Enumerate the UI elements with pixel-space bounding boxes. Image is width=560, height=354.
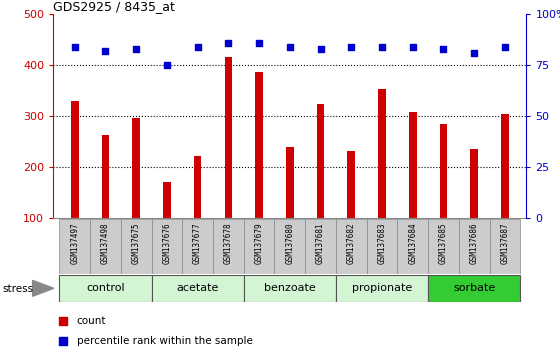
Bar xyxy=(274,219,305,274)
Bar xyxy=(244,275,336,302)
Text: GSM137682: GSM137682 xyxy=(347,222,356,264)
Bar xyxy=(489,219,520,274)
Bar xyxy=(367,219,398,274)
Text: GSM137678: GSM137678 xyxy=(224,222,233,264)
Text: GDS2925 / 8435_at: GDS2925 / 8435_at xyxy=(53,0,175,13)
Bar xyxy=(317,104,324,218)
Text: acetate: acetate xyxy=(176,283,219,293)
Bar xyxy=(409,112,417,218)
Bar xyxy=(459,219,489,274)
Point xyxy=(439,46,448,52)
Text: GSM137686: GSM137686 xyxy=(470,222,479,264)
Point xyxy=(255,40,264,46)
Point xyxy=(224,40,233,46)
Text: GSM137498: GSM137498 xyxy=(101,222,110,264)
Point xyxy=(470,50,479,56)
Text: GSM137683: GSM137683 xyxy=(377,222,386,264)
Bar xyxy=(336,219,367,274)
Text: benzoate: benzoate xyxy=(264,283,316,293)
Bar xyxy=(440,124,447,218)
Text: GSM137687: GSM137687 xyxy=(501,222,510,264)
Bar xyxy=(347,150,355,218)
Bar xyxy=(428,275,520,302)
Bar xyxy=(398,219,428,274)
Point xyxy=(193,44,202,50)
Text: GSM137675: GSM137675 xyxy=(132,222,141,264)
Point xyxy=(377,44,386,50)
Text: GSM137677: GSM137677 xyxy=(193,222,202,264)
Bar xyxy=(305,219,336,274)
Bar xyxy=(132,119,140,218)
Point xyxy=(70,44,79,50)
Bar xyxy=(213,219,244,274)
Bar xyxy=(101,135,109,218)
Point xyxy=(101,48,110,53)
Bar xyxy=(428,219,459,274)
Bar xyxy=(59,275,152,302)
Point xyxy=(286,44,295,50)
Point xyxy=(58,318,67,324)
Text: GSM137681: GSM137681 xyxy=(316,222,325,264)
Text: GSM137684: GSM137684 xyxy=(408,222,417,264)
Bar xyxy=(163,182,171,218)
Bar xyxy=(378,90,386,218)
Polygon shape xyxy=(32,280,54,296)
Bar xyxy=(152,275,244,302)
Point xyxy=(347,44,356,50)
Bar xyxy=(194,156,202,218)
Text: GSM137497: GSM137497 xyxy=(70,222,79,264)
Text: GSM137680: GSM137680 xyxy=(285,222,295,264)
Text: percentile rank within the sample: percentile rank within the sample xyxy=(77,336,253,346)
Text: GSM137685: GSM137685 xyxy=(439,222,448,264)
Bar xyxy=(470,149,478,218)
Bar xyxy=(286,148,293,218)
Bar xyxy=(336,275,428,302)
Text: control: control xyxy=(86,283,125,293)
Point xyxy=(58,338,67,344)
Point xyxy=(132,46,141,52)
Bar xyxy=(225,57,232,218)
Bar xyxy=(152,219,182,274)
Bar xyxy=(244,219,274,274)
Point xyxy=(501,44,510,50)
Bar xyxy=(501,114,508,218)
Text: propionate: propionate xyxy=(352,283,412,293)
Text: count: count xyxy=(77,316,106,326)
Bar xyxy=(182,219,213,274)
Bar xyxy=(59,219,90,274)
Bar xyxy=(71,101,78,218)
Point xyxy=(162,62,171,68)
Text: stress: stress xyxy=(3,284,34,294)
Bar xyxy=(121,219,152,274)
Point xyxy=(316,46,325,52)
Text: sorbate: sorbate xyxy=(453,283,495,293)
Text: GSM137679: GSM137679 xyxy=(255,222,264,264)
Bar xyxy=(255,72,263,218)
Point xyxy=(408,44,417,50)
Text: GSM137676: GSM137676 xyxy=(162,222,171,264)
Bar xyxy=(90,219,121,274)
